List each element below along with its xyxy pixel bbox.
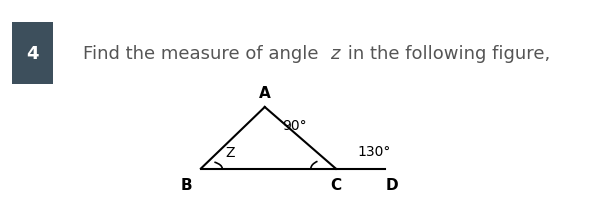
Text: Z: Z: [226, 146, 235, 160]
Text: C: C: [330, 178, 341, 193]
Text: z: z: [330, 45, 339, 63]
Text: 90°: 90°: [282, 119, 307, 133]
Text: D: D: [386, 178, 399, 193]
Text: A: A: [259, 86, 271, 101]
Text: Find the measure of angle: Find the measure of angle: [83, 45, 324, 63]
FancyBboxPatch shape: [12, 22, 53, 84]
Text: B: B: [181, 178, 193, 193]
Text: in the following figure,: in the following figure,: [342, 45, 550, 63]
Text: 4: 4: [26, 45, 39, 63]
Text: 130°: 130°: [357, 145, 390, 159]
